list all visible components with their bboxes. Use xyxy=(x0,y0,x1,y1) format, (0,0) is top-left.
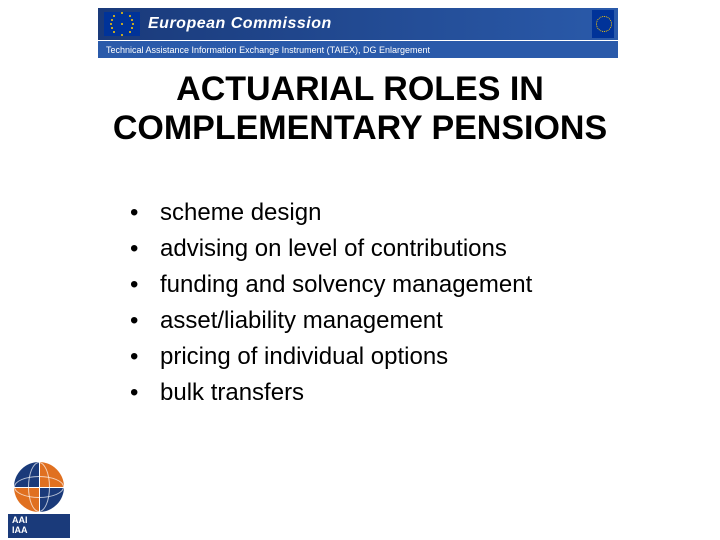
bullet-item: bulk transfers xyxy=(130,375,532,411)
header-banner: European Commission Technical Assistance… xyxy=(98,8,618,58)
aai-iaa-logo: AAI IAA xyxy=(8,462,70,532)
eu-flag-small-icon xyxy=(592,10,614,38)
logo-line2: IAA xyxy=(12,526,66,536)
bullet-item: scheme design xyxy=(130,195,532,231)
banner-top: European Commission xyxy=(98,8,618,40)
bullet-item: pricing of individual options xyxy=(130,339,532,375)
globe-icon xyxy=(14,462,64,512)
banner-subtitle: Technical Assistance Information Exchang… xyxy=(98,40,618,58)
eu-flag-icon xyxy=(104,12,140,36)
logo-text: AAI IAA xyxy=(8,514,70,538)
bullet-list: scheme design advising on level of contr… xyxy=(130,195,532,411)
bullet-item: funding and solvency management xyxy=(130,267,532,303)
slide-title: ACTUARIAL ROLES IN COMPLEMENTARY PENSION… xyxy=(0,70,720,148)
banner-org: European Commission xyxy=(148,15,332,33)
bullet-item: asset/liability management xyxy=(130,303,532,339)
bullet-item: advising on level of contributions xyxy=(130,231,532,267)
